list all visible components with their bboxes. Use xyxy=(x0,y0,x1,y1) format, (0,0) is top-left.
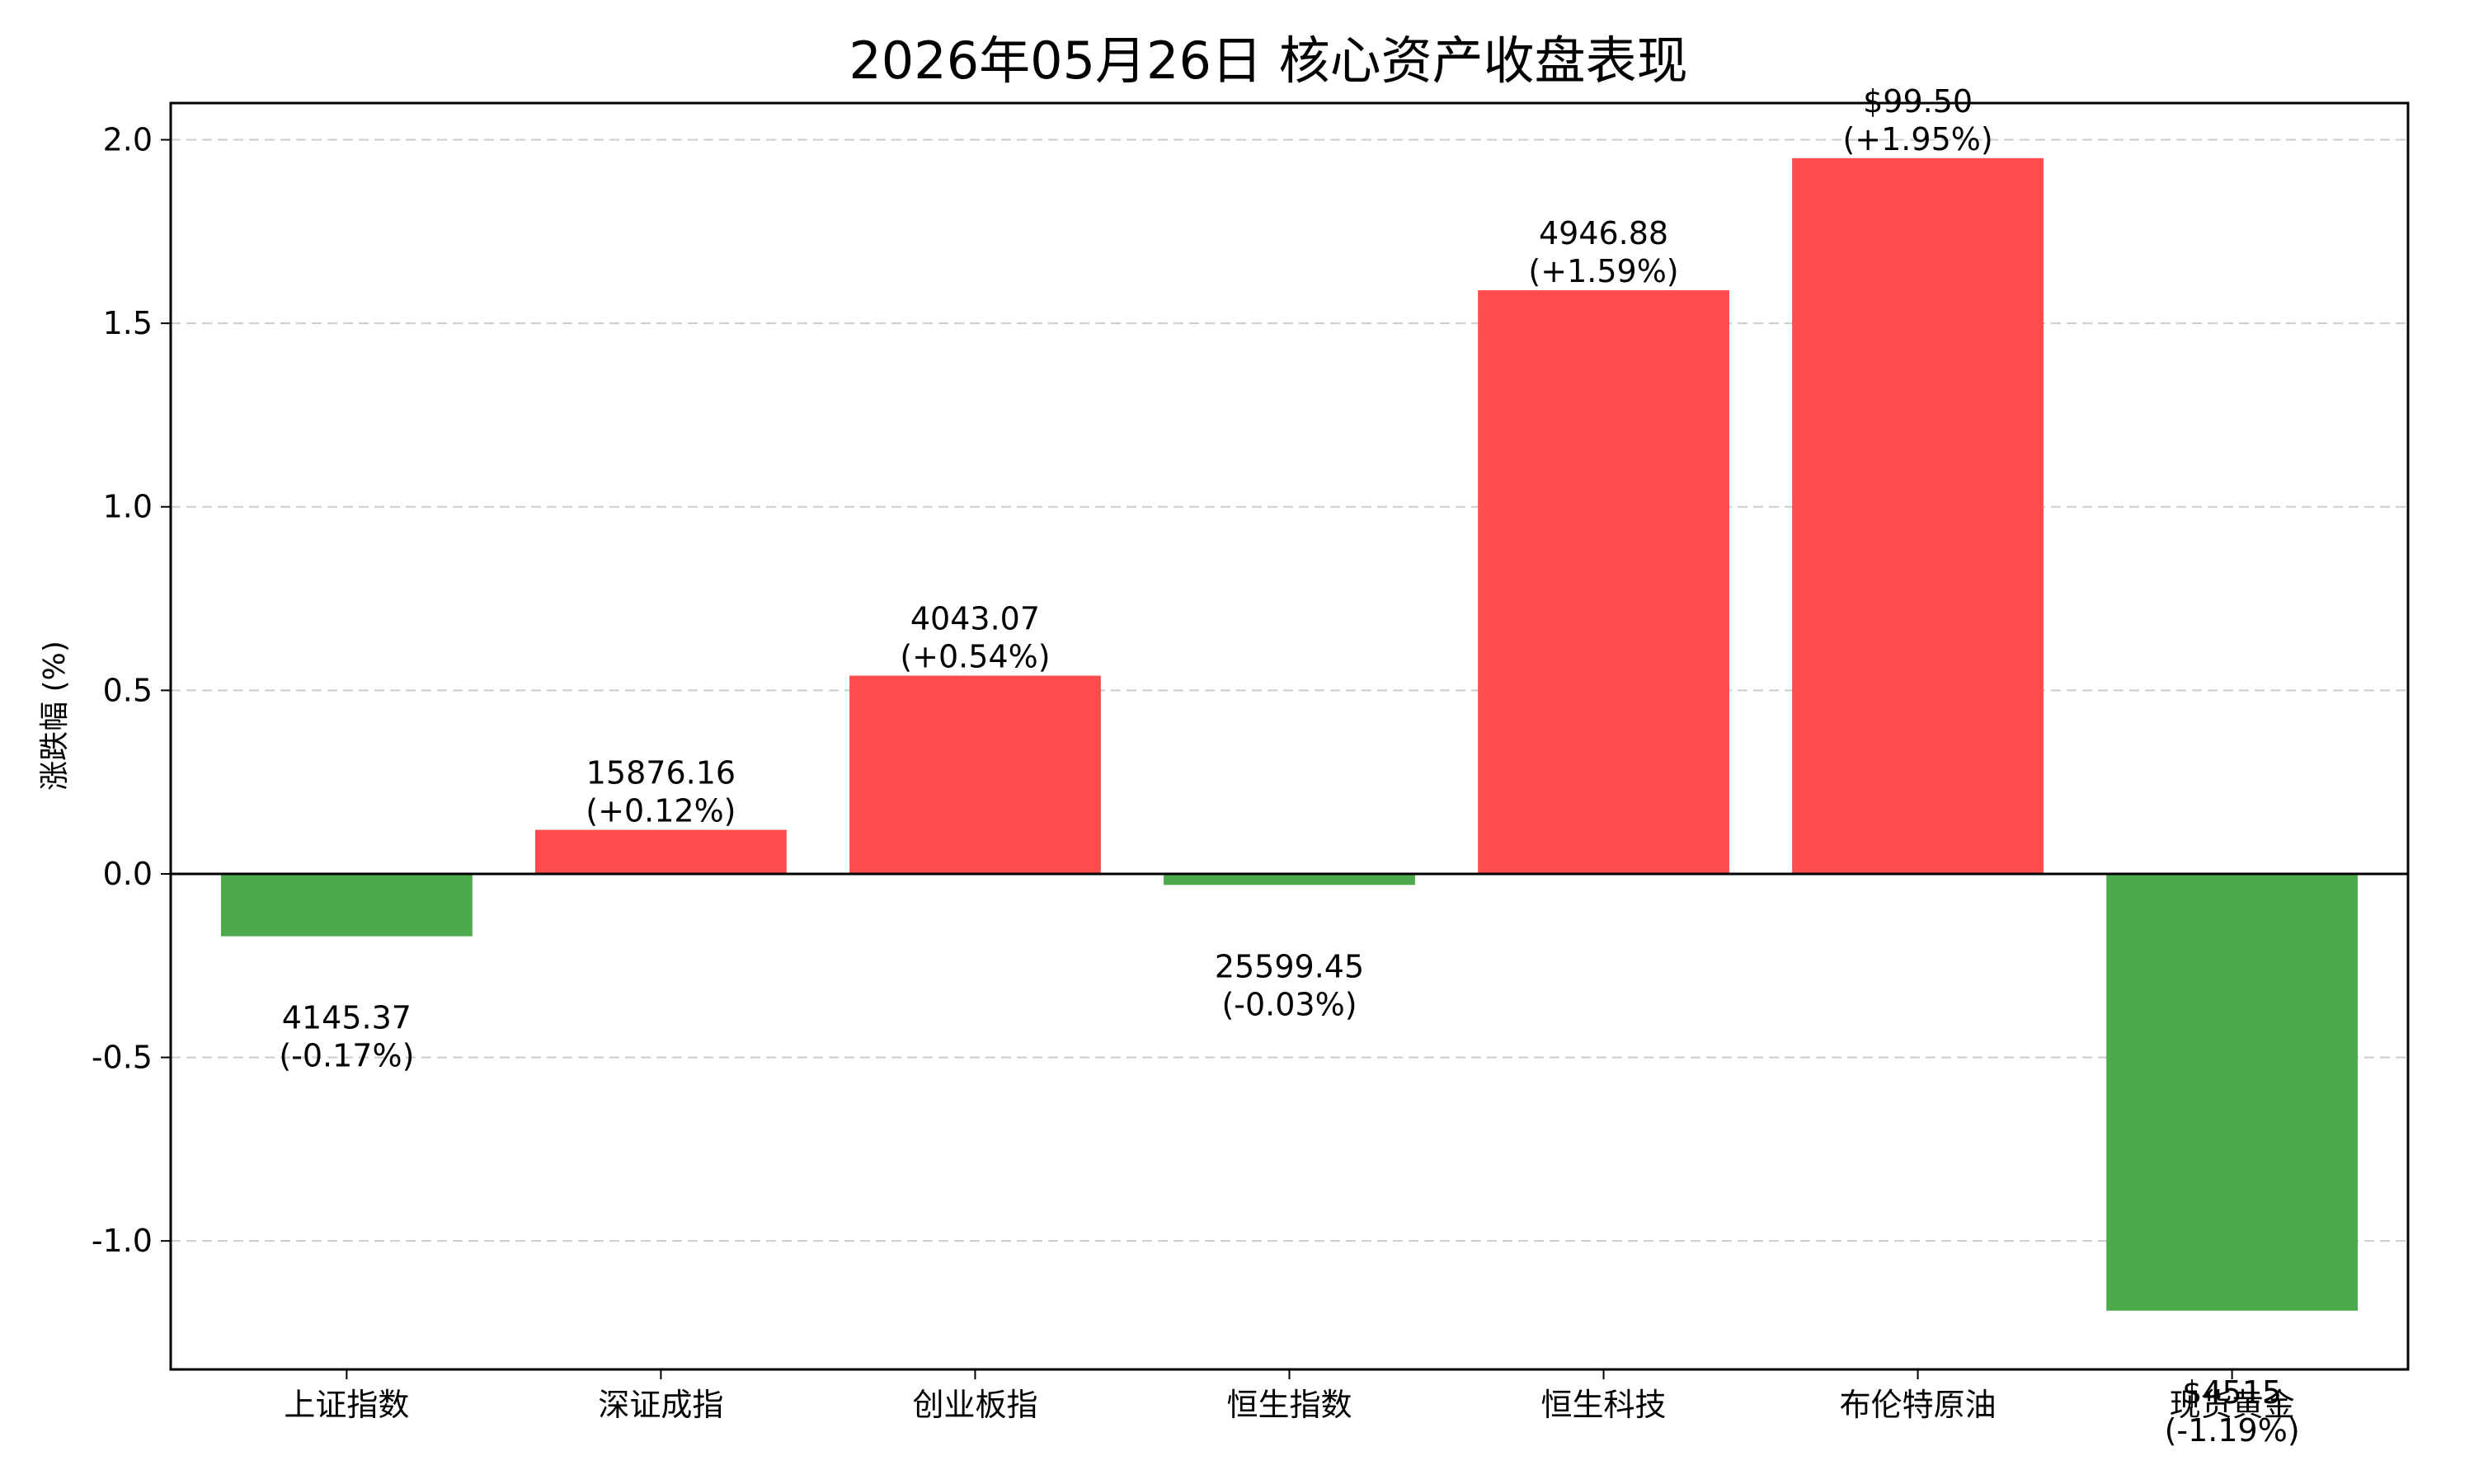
price-label: 4946.88 xyxy=(1539,215,1668,251)
change-label: (-1.19%) xyxy=(2165,1412,2300,1449)
y-axis-ticks: 2.0 1.5 1.0 0.5 0.0 -0.5 -1.0 xyxy=(92,122,171,1259)
bars xyxy=(220,157,2359,1311)
y-axis-label: 涨跌幅 (%) xyxy=(38,641,72,791)
bar xyxy=(1792,157,2044,874)
change-label: (+1.59%) xyxy=(1528,253,1678,289)
y-tick-label: 2.0 xyxy=(103,122,153,158)
x-tick-label: 现货黄金 xyxy=(2170,1387,2295,1423)
change-label: (+0.54%) xyxy=(900,639,1050,675)
x-tick-label: 恒生指数 xyxy=(1226,1387,1352,1423)
data-labels: 4145.37(-0.17%)15876.16(+0.12%)4043.07(+… xyxy=(279,83,2299,1449)
price-label: $99.50 xyxy=(1863,83,1973,120)
x-tick-label: 深证成指 xyxy=(598,1387,723,1423)
y-tick-label: 1.5 xyxy=(103,305,153,341)
bar xyxy=(1478,290,1729,874)
x-tick-label: 恒生科技 xyxy=(1541,1387,1667,1423)
y-tick-label: 1.0 xyxy=(103,489,153,525)
change-label: (-0.17%) xyxy=(279,1038,414,1074)
price-label: 4145.37 xyxy=(282,1000,412,1036)
y-tick-label: -0.5 xyxy=(92,1040,153,1076)
x-tick-label: 创业板指 xyxy=(912,1387,1037,1423)
price-label: 4043.07 xyxy=(910,601,1040,637)
plot-frame xyxy=(169,101,2410,1371)
bar xyxy=(849,675,1101,874)
x-axis-ticks: 上证指数 深证成指 创业板指 恒生指数 恒生科技 布伦特原油 现货黄金 xyxy=(284,1369,2295,1423)
bar xyxy=(1164,873,1415,885)
price-label: $4515 xyxy=(2182,1374,2282,1411)
x-tick-label: 上证指数 xyxy=(284,1387,409,1423)
y-tick-label: 0.5 xyxy=(103,672,153,708)
bar xyxy=(535,829,787,874)
change-label: (+0.12%) xyxy=(586,793,736,829)
chart-title: 2026年05月26日 核心资产收盘表现 xyxy=(849,31,1687,91)
change-label: (-0.03%) xyxy=(1221,986,1357,1022)
y-tick-label: -1.0 xyxy=(92,1223,153,1259)
price-label: 25599.45 xyxy=(1215,948,1364,984)
bar xyxy=(2106,873,2359,1311)
grid-lines xyxy=(171,139,2408,1242)
bar xyxy=(220,873,473,937)
change-label: (+1.95%) xyxy=(1842,121,1992,157)
y-tick-label: 0.0 xyxy=(103,856,153,892)
x-tick-label: 布伦特原油 xyxy=(1840,1387,1997,1423)
price-label: 15876.16 xyxy=(586,755,736,791)
